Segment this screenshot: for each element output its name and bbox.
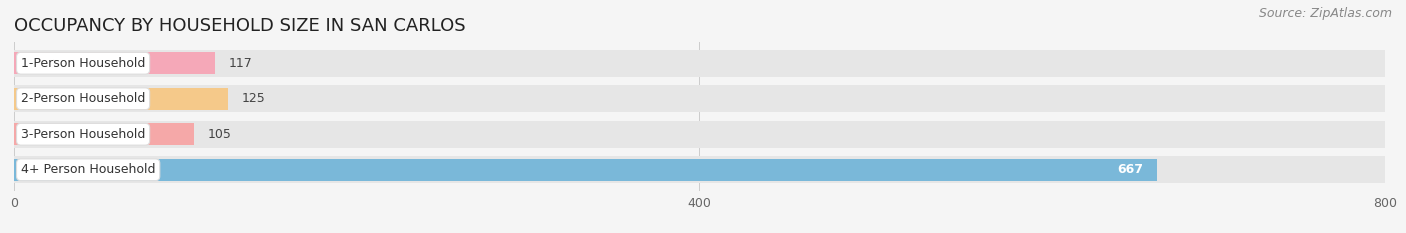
Text: Source: ZipAtlas.com: Source: ZipAtlas.com [1258, 7, 1392, 20]
Bar [14, 88, 228, 110]
Bar [14, 123, 194, 145]
Text: 125: 125 [242, 92, 266, 105]
Text: 1-Person Household: 1-Person Household [21, 57, 145, 70]
Text: 2-Person Household: 2-Person Household [21, 92, 145, 105]
Bar [14, 121, 1385, 147]
Bar [14, 86, 1385, 112]
Text: OCCUPANCY BY HOUSEHOLD SIZE IN SAN CARLOS: OCCUPANCY BY HOUSEHOLD SIZE IN SAN CARLO… [14, 17, 465, 35]
Bar [14, 156, 1385, 183]
Text: 667: 667 [1118, 163, 1143, 176]
Bar [14, 159, 1157, 181]
Text: 3-Person Household: 3-Person Household [21, 128, 145, 141]
Bar [14, 50, 1385, 77]
Text: 117: 117 [228, 57, 252, 70]
Text: 4+ Person Household: 4+ Person Household [21, 163, 156, 176]
Bar [14, 52, 215, 74]
Text: 105: 105 [208, 128, 232, 141]
